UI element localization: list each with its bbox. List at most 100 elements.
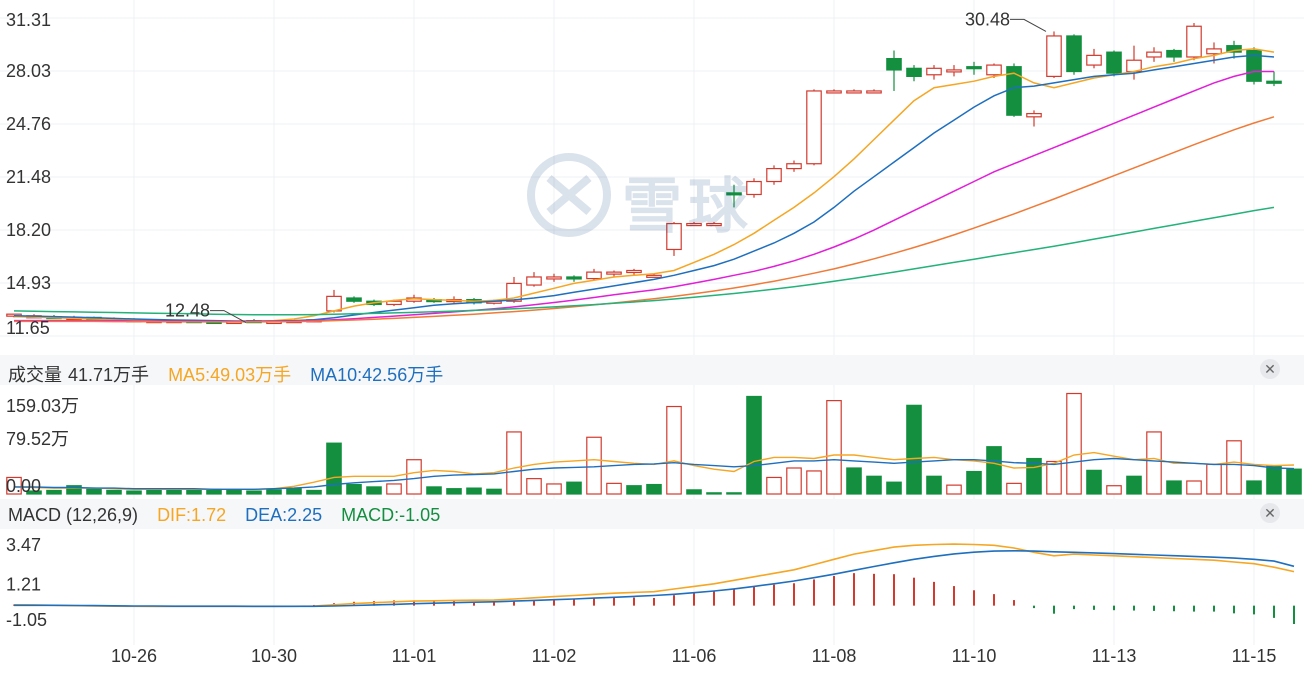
- candle-body: [906, 67, 922, 77]
- volume-bar: [586, 436, 602, 495]
- volume-bar: [726, 492, 742, 495]
- candle-body: [1266, 80, 1282, 84]
- price-y-tick-label: 14.93: [6, 273, 51, 293]
- candle-body: [1086, 54, 1102, 66]
- volume-bar: [1126, 475, 1142, 495]
- candle-body: [1166, 49, 1182, 58]
- candle-body: [1106, 51, 1122, 74]
- volume-bar: [606, 482, 622, 495]
- candle-body: [846, 90, 862, 94]
- volume-bar: [286, 488, 302, 495]
- volume-y-tick-label: 79.52万: [6, 429, 69, 449]
- volume-bar: [26, 490, 42, 495]
- close-icon[interactable]: ✕: [1260, 359, 1280, 379]
- candle-body: [866, 90, 882, 94]
- macd-legend: MACD (12,26,9) DIF:1.72 DEA:2.25 MACD:-1…: [8, 505, 454, 526]
- x-tick-label: 11-02: [532, 646, 577, 666]
- volume-ma5-label: MA5:49.03万手: [168, 365, 292, 385]
- candle-body: [946, 69, 962, 73]
- x-tick-label: 11-01: [392, 646, 437, 666]
- price-ma10-line: [13, 54, 1275, 322]
- volume-bar: [6, 476, 22, 495]
- candle-body: [1226, 45, 1242, 53]
- candle-body: [626, 269, 642, 274]
- price-annotation-leader: [1010, 18, 1047, 32]
- candle-body: [666, 222, 682, 251]
- macd-y-tick-label: -1.05: [6, 610, 47, 630]
- price-y-tick-label: 31.31: [6, 10, 51, 30]
- candle-body: [1026, 112, 1042, 118]
- volume-bar: [406, 459, 422, 495]
- x-tick-label: 11-15: [1232, 646, 1277, 666]
- x-tick-label: 11-06: [672, 646, 717, 666]
- volume-bar: [1266, 465, 1282, 495]
- candle-body: [346, 297, 362, 302]
- close-icon[interactable]: ✕: [1260, 503, 1280, 523]
- candle-body: [826, 90, 842, 94]
- volume-ma10-line: [14, 457, 1295, 490]
- candle-body: [1206, 48, 1222, 55]
- volume-bar: [766, 476, 782, 495]
- candle-body: [966, 66, 982, 70]
- x-tick-label: 11-08: [812, 646, 857, 666]
- volume-bar: [166, 489, 182, 495]
- price-annotation-leader: [210, 310, 247, 324]
- volume-bar: [66, 485, 82, 495]
- candle-body: [526, 276, 542, 286]
- x-tick-label: 10-26: [111, 646, 157, 666]
- price-y-tick-label: 18.20: [6, 220, 51, 240]
- volume-bar: [226, 489, 242, 495]
- volume-bar: [186, 489, 202, 495]
- macd-dea-label: DEA:2.25: [245, 505, 323, 525]
- candle-body: [566, 276, 582, 280]
- candle-body: [1146, 51, 1162, 58]
- price-ma60-line: [13, 206, 1275, 316]
- volume-bar: [126, 490, 142, 495]
- volume-bar: [446, 488, 462, 495]
- candle-body: [1066, 35, 1082, 73]
- macd-y-tick-label: 3.47: [6, 535, 41, 555]
- macd-dea-line: [14, 549, 1295, 608]
- price-annotation-label: 30.48: [965, 9, 1010, 29]
- volume-bar: [966, 470, 982, 495]
- volume-legend-bar: 成交量 41.71万手 MA5:49.03万手 MA10:42.56万手 ✕: [0, 355, 1304, 385]
- volume-bar: [906, 404, 922, 495]
- volume-ma5-line: [13, 451, 1295, 490]
- volume-bar: [486, 488, 502, 495]
- candle-body: [806, 90, 822, 165]
- volume-bar: [1146, 431, 1162, 495]
- candle-body: [386, 300, 402, 306]
- volume-bar: [646, 483, 662, 495]
- volume-bar: [1166, 480, 1182, 495]
- volume-bar: [526, 478, 542, 495]
- volume-value: 41.71万手: [68, 365, 150, 385]
- volume-title: 成交量: [8, 365, 62, 385]
- volume-bar: [1186, 480, 1202, 495]
- volume-bar: [306, 489, 322, 495]
- volume-bar: [1226, 440, 1242, 495]
- macd-title: MACD (12,26,9): [8, 505, 139, 525]
- volume-bar: [666, 405, 682, 495]
- macd-value-label: MACD:-1.05: [341, 505, 441, 525]
- volume-bar: [706, 492, 722, 495]
- candle-body: [326, 295, 342, 312]
- price-y-tick-label: 24.76: [6, 114, 51, 134]
- volume-bar: [86, 488, 102, 495]
- volume-bar: [366, 486, 382, 495]
- volume-bar: [386, 483, 402, 495]
- macd-dif-label: DIF:1.72: [157, 505, 227, 525]
- candle-body: [726, 192, 742, 196]
- candle-body: [766, 167, 782, 183]
- candle-body: [646, 274, 662, 278]
- volume-bar: [806, 470, 822, 495]
- volume-bar: [986, 446, 1002, 495]
- candle-body: [606, 271, 622, 275]
- price-ma30-line: [14, 116, 1275, 323]
- price-ma20-line: [14, 70, 1274, 323]
- volume-bar: [746, 395, 762, 495]
- volume-bar: [1106, 485, 1122, 495]
- volume-bar: [546, 483, 562, 495]
- volume-bar: [466, 487, 482, 495]
